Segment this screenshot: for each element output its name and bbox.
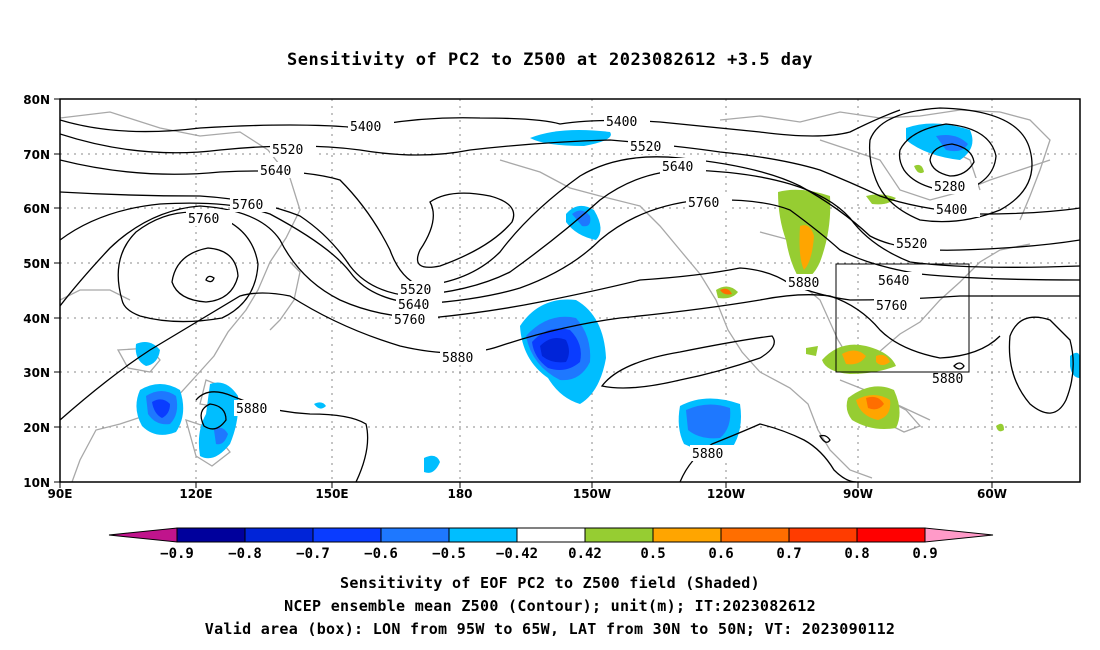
contour-label: 5880 xyxy=(932,372,963,387)
contour-label: 5520 xyxy=(272,143,303,158)
contour-label: 5400 xyxy=(606,115,637,130)
colorbar-swatch xyxy=(516,527,586,543)
shading-positive xyxy=(716,164,1004,432)
contour-label: 5760 xyxy=(188,212,219,227)
colorbar-label: 0.8 xyxy=(844,546,869,562)
contour-label: 5520 xyxy=(896,237,927,252)
colorbar-swatch xyxy=(176,527,246,543)
contour-label: 5760 xyxy=(876,299,907,314)
colorbar-label: −0.42 xyxy=(496,546,538,562)
contour-label: 5760 xyxy=(232,198,263,213)
colorbar-label: 0.7 xyxy=(776,546,801,562)
contour-label: 5880 xyxy=(788,276,819,291)
colorbar-label: −0.7 xyxy=(296,546,330,562)
lat-label: 80N xyxy=(23,93,50,107)
lon-label: 90E xyxy=(48,487,73,501)
contour-label: 5880 xyxy=(692,447,723,462)
lon-label: 90W xyxy=(843,487,873,501)
colorbar-swatch xyxy=(244,527,314,543)
lat-label: 70N xyxy=(23,148,50,162)
lat-label: 40N xyxy=(23,312,50,326)
colorbar-label: 0.6 xyxy=(708,546,733,562)
lat-label: 10N xyxy=(23,476,50,490)
contour-label: 5880 xyxy=(442,351,473,366)
colorbar-labels: −0.9 −0.8 −0.7 −0.6 −0.5 −0.42 0.42 0.5 … xyxy=(160,546,938,562)
lon-label: 180 xyxy=(447,487,472,501)
lon-axis-labels: 90E 120E 150E 180 150W 120W 90W 60W xyxy=(48,487,1007,501)
lon-label: 150E xyxy=(315,487,348,501)
contour-label: 5880 xyxy=(236,402,267,417)
contour-label: 5760 xyxy=(394,313,425,328)
contour-label: 5640 xyxy=(398,298,429,313)
colorbar-label: 0.42 xyxy=(568,546,602,562)
colorbar-label: −0.6 xyxy=(364,546,398,562)
contour-label: 5760 xyxy=(688,196,719,211)
caption-shading: Sensitivity of EOF PC2 to Z500 field (Sh… xyxy=(340,574,760,592)
colorbar-label: −0.5 xyxy=(432,546,466,562)
valid-area-box xyxy=(835,263,970,373)
lon-label: 60W xyxy=(977,487,1007,501)
colorbar-swatch xyxy=(856,527,926,543)
colorbar-swatch xyxy=(380,527,450,543)
map-title: Sensitivity of PC2 to Z500 at 2023082612… xyxy=(286,50,813,70)
lon-label: 150W xyxy=(573,487,611,501)
colorbar-label: −0.8 xyxy=(228,546,262,562)
colorbar-swatch xyxy=(652,527,722,543)
lon-label: 120E xyxy=(179,487,212,501)
axis-ticks xyxy=(54,98,993,488)
lat-axis-labels: 80N 70N 60N 50N 40N 30N 20N 10N xyxy=(23,93,50,490)
shading-negative xyxy=(135,123,1080,473)
colorbar-label: −0.9 xyxy=(160,546,194,562)
contour-labels: 5400 5400 5400 5520 5520 5520 5520 5640 … xyxy=(186,113,980,462)
colorbar-label: 0.9 xyxy=(912,546,937,562)
contour-label: 5280 xyxy=(934,180,965,195)
lat-label: 20N xyxy=(23,421,50,435)
colorbar-swatch xyxy=(312,527,382,543)
contour-label: 5640 xyxy=(260,164,291,179)
lat-label: 30N xyxy=(23,366,50,380)
colorbar-swatch xyxy=(584,527,654,543)
lon-label: 120W xyxy=(707,487,745,501)
caption-contour: NCEP ensemble mean Z500 (Contour); unit(… xyxy=(284,597,816,615)
colorbar-swatch xyxy=(720,527,790,543)
caption-valid-area: Valid area (box): LON from 95W to 65W, L… xyxy=(204,620,896,638)
contour-label: 5400 xyxy=(350,120,381,135)
lat-label: 50N xyxy=(23,257,50,271)
colorbar-swatch xyxy=(788,527,858,543)
contour-label: 5640 xyxy=(878,274,909,289)
z500-contours xyxy=(60,107,1080,482)
contour-label: 5520 xyxy=(400,283,431,298)
colorbar-label: 0.5 xyxy=(640,546,665,562)
colorbar-swatch xyxy=(448,527,518,543)
lat-label: 60N xyxy=(23,202,50,216)
colorbar-arrow-low xyxy=(108,527,178,543)
contour-label: 5640 xyxy=(662,160,693,175)
plot-frame xyxy=(59,98,1081,483)
contour-label: 5400 xyxy=(936,203,967,218)
contour-label: 5520 xyxy=(630,140,661,155)
colorbar-arrow-high xyxy=(924,527,994,543)
colorbar xyxy=(108,527,994,543)
